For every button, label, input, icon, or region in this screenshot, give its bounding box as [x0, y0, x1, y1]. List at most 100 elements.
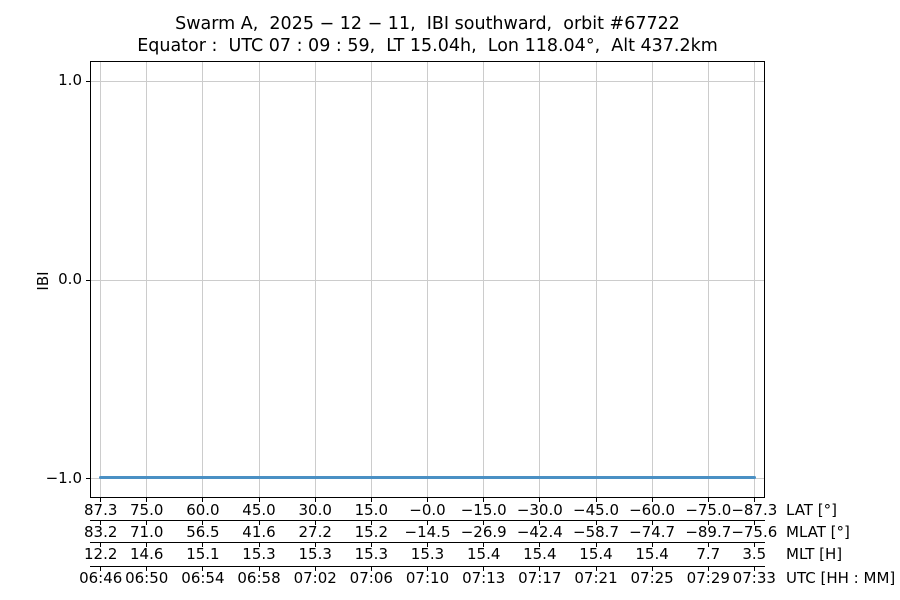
- gridline-vertical: [707, 62, 709, 497]
- gridline-vertical: [100, 62, 102, 497]
- x-tick-mark: [753, 521, 755, 525]
- x-tick-label: −87.3: [731, 501, 778, 519]
- x-tick-mark: [370, 498, 372, 502]
- x-tick-mark: [483, 521, 485, 525]
- x-tick-mark: [370, 521, 372, 525]
- x-tick-label: 41.6: [242, 523, 276, 541]
- gridline-horizontal: [91, 280, 764, 281]
- x-tick-mark: [539, 543, 541, 547]
- x-tick-mark: [595, 543, 597, 547]
- x-row-unit-utc: UTC [HH : MM]: [786, 569, 896, 587]
- x-tick-mark: [427, 567, 428, 571]
- y-tick-label: 1.0: [58, 71, 82, 89]
- x-tick-mark: [314, 567, 316, 571]
- x-tick-label: 56.5: [186, 523, 220, 541]
- gridline-horizontal: [91, 81, 764, 82]
- x-tick-label: 15.4: [635, 545, 669, 563]
- x-tick-label: 45.0: [242, 501, 276, 519]
- x-tick-label: −14.5: [404, 523, 451, 541]
- chart-title: Swarm A, 2025 − 12 − 11, IBI southward, …: [175, 14, 680, 34]
- x-tick-mark: [539, 498, 541, 502]
- gridline-vertical: [258, 62, 260, 497]
- x-tick-mark: [427, 498, 428, 502]
- x-tick-label: 83.2: [83, 523, 118, 541]
- gridline-vertical: [651, 62, 653, 497]
- x-tick-mark: [651, 543, 653, 547]
- y-tick-mark: [86, 280, 90, 281]
- x-tick-label: 15.3: [242, 545, 276, 563]
- x-tick-mark: [146, 498, 148, 502]
- y-tick-label: 0.0: [58, 270, 82, 288]
- x-tick-mark: [707, 521, 709, 525]
- x-tick-label: 14.6: [129, 545, 164, 563]
- x-row-unit-mlt: MLT [H]: [786, 545, 843, 563]
- x-tick-mark: [651, 498, 653, 502]
- x-tick-mark: [100, 543, 102, 547]
- x-tick-label: 27.2: [298, 523, 332, 541]
- x-tick-label: 06:54: [181, 569, 225, 587]
- x-tick-label: 15.2: [354, 523, 388, 541]
- gridline-vertical: [370, 62, 372, 497]
- x-tick-label: −42.4: [516, 523, 563, 541]
- x-tick-mark: [651, 567, 653, 571]
- x-tick-label: 15.0: [354, 501, 388, 519]
- x-tick-label: 30.0: [298, 501, 332, 519]
- x-tick-mark: [651, 521, 653, 525]
- x-tick-mark: [483, 498, 485, 502]
- x-tick-mark: [146, 567, 148, 571]
- x-tick-mark: [707, 498, 709, 502]
- gridline-vertical: [483, 62, 485, 497]
- x-tick-label: −15.0: [460, 501, 507, 519]
- x-tick-mark: [314, 498, 316, 502]
- x-tick-mark: [753, 543, 755, 547]
- y-tick-mark: [86, 81, 90, 82]
- x-tick-mark: [539, 521, 541, 525]
- x-tick-mark: [202, 498, 204, 502]
- x-tick-label: −75.0: [685, 501, 732, 519]
- x-row-unit-lat: LAT [°]: [786, 501, 837, 519]
- x-tick-label: −45.0: [573, 501, 619, 519]
- x-tick-label: 12.2: [83, 545, 118, 563]
- x-tick-label: −26.9: [460, 523, 507, 541]
- gridline-vertical: [595, 62, 597, 497]
- x-tick-mark: [146, 521, 148, 525]
- x-tick-mark: [370, 543, 372, 547]
- x-tick-mark: [202, 543, 204, 547]
- x-tick-mark: [483, 543, 485, 547]
- x-tick-label: 71.0: [129, 523, 164, 541]
- x-tick-label: 07:17: [518, 569, 562, 587]
- gridline-vertical: [427, 62, 428, 497]
- x-tick-mark: [753, 498, 755, 502]
- x-tick-mark: [258, 543, 260, 547]
- gridline-vertical: [202, 62, 204, 497]
- x-tick-mark: [753, 567, 755, 571]
- x-tick-label: −75.6: [731, 523, 778, 541]
- x-row-unit-mlat: MLAT [°]: [786, 523, 850, 541]
- x-tick-label: 15.4: [523, 545, 557, 563]
- x-tick-label: 7.7: [696, 545, 721, 563]
- gridline-vertical: [146, 62, 148, 497]
- x-row-spine: [90, 520, 765, 521]
- x-tick-label: −58.7: [573, 523, 619, 541]
- y-tick-mark: [86, 478, 90, 479]
- x-tick-label: −60.0: [629, 501, 676, 519]
- x-tick-label: 07:06: [349, 569, 393, 587]
- x-tick-mark: [707, 567, 709, 571]
- x-tick-label: 06:50: [125, 569, 169, 587]
- x-tick-label: 06:58: [237, 569, 281, 587]
- x-tick-label: 15.3: [410, 545, 445, 563]
- y-tick-label: −1.0: [45, 469, 82, 487]
- x-tick-mark: [100, 567, 102, 571]
- x-tick-mark: [427, 543, 428, 547]
- x-tick-label: 07:33: [732, 569, 776, 587]
- x-tick-label: −0.0: [409, 501, 446, 519]
- x-tick-mark: [202, 521, 204, 525]
- x-tick-mark: [370, 567, 372, 571]
- x-tick-mark: [539, 567, 541, 571]
- x-tick-mark: [314, 543, 316, 547]
- x-tick-label: 07:29: [686, 569, 730, 587]
- x-tick-label: 15.3: [298, 545, 332, 563]
- x-tick-label: −89.7: [685, 523, 732, 541]
- x-tick-label: 15.3: [354, 545, 388, 563]
